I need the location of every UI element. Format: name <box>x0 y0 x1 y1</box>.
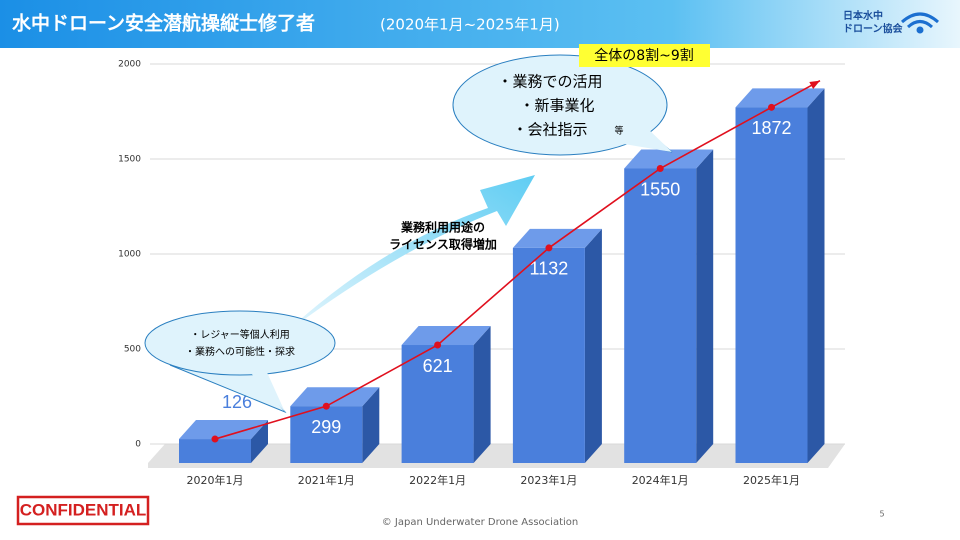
bar-side <box>251 420 268 463</box>
callout-text: ・会社指示 <box>512 121 587 139</box>
trend-point <box>211 435 219 443</box>
bar-top <box>624 149 714 169</box>
bar-side <box>473 326 491 463</box>
y-tick-label: 1500 <box>118 155 141 165</box>
bar <box>624 168 697 463</box>
bar-side <box>584 228 602 463</box>
bar <box>179 439 251 463</box>
y-tick-label: 1000 <box>118 250 141 260</box>
highlight-text: 全体の8割~9割 <box>594 47 694 64</box>
arrow-text: ライセンス取得増加 <box>389 237 497 252</box>
callout-text: ・レジャー等個人利用 <box>190 328 290 341</box>
trend-arrowhead <box>809 80 820 89</box>
bar-top <box>290 387 380 407</box>
trend-point <box>434 341 442 349</box>
value-label: 1550 <box>640 179 680 199</box>
callout-text: ・業務での活用 <box>497 73 602 91</box>
x-tick-label: 2024年1月 <box>632 473 689 487</box>
copyright: © Japan Underwater Drone Association <box>382 517 579 528</box>
bar-side <box>362 387 380 463</box>
bar <box>290 406 363 463</box>
y-tick-label: 0 <box>135 440 141 450</box>
value-label: 621 <box>423 356 453 376</box>
logo-text: 日本水中 <box>843 9 883 22</box>
value-label: 126 <box>222 392 252 412</box>
x-tick-label: 2022年1月 <box>409 473 466 487</box>
bar-top <box>735 88 825 108</box>
callout <box>452 54 668 156</box>
x-tick-label: 2025年1月 <box>743 473 800 487</box>
logo-text: ドローン協会 <box>843 22 903 35</box>
confidential: CONFIDENTIAL <box>20 500 147 519</box>
callout-tail <box>618 126 672 152</box>
bar-top <box>401 326 491 346</box>
value-label: 1132 <box>530 259 569 279</box>
bar-top <box>179 420 268 440</box>
trend-point <box>656 165 664 172</box>
callout-tail <box>250 368 285 412</box>
y-tick-label: 2000 <box>118 60 141 70</box>
bar-top <box>512 228 602 248</box>
callout-text: ・新事業化 <box>519 97 594 115</box>
x-tick-label: 2023年1月 <box>520 473 577 487</box>
value-label: 299 <box>311 417 341 437</box>
y-tick-label: 500 <box>124 345 141 355</box>
callout-text: ・業務への可能性・探求 <box>185 345 295 358</box>
header-bar <box>0 0 960 48</box>
bar <box>735 107 808 463</box>
x-tick-label: 2020年1月 <box>187 473 244 487</box>
growth-arrow <box>282 175 535 336</box>
callout-note: 等 <box>614 125 623 137</box>
trend-point <box>768 103 775 111</box>
subtitle: (2020年1月~2025年1月) <box>380 16 560 34</box>
value-label: 1872 <box>751 118 791 138</box>
trend-line <box>214 106 772 440</box>
bar-side <box>807 88 825 463</box>
page-number: 5 <box>879 510 884 519</box>
logo-icon <box>901 12 939 34</box>
arrow-text: 業務利用用途の <box>400 220 485 235</box>
title: 水中ドローン安全潜航操縦士修了者 <box>12 12 315 35</box>
trend-point <box>322 402 330 410</box>
highlight-box <box>579 44 710 67</box>
bar <box>512 247 585 463</box>
bar-side <box>696 149 714 463</box>
confidential-box <box>16 495 150 526</box>
callout <box>144 310 336 376</box>
bar <box>401 345 474 463</box>
x-tick-label: 2021年1月 <box>298 473 355 487</box>
trend-point <box>545 244 553 252</box>
